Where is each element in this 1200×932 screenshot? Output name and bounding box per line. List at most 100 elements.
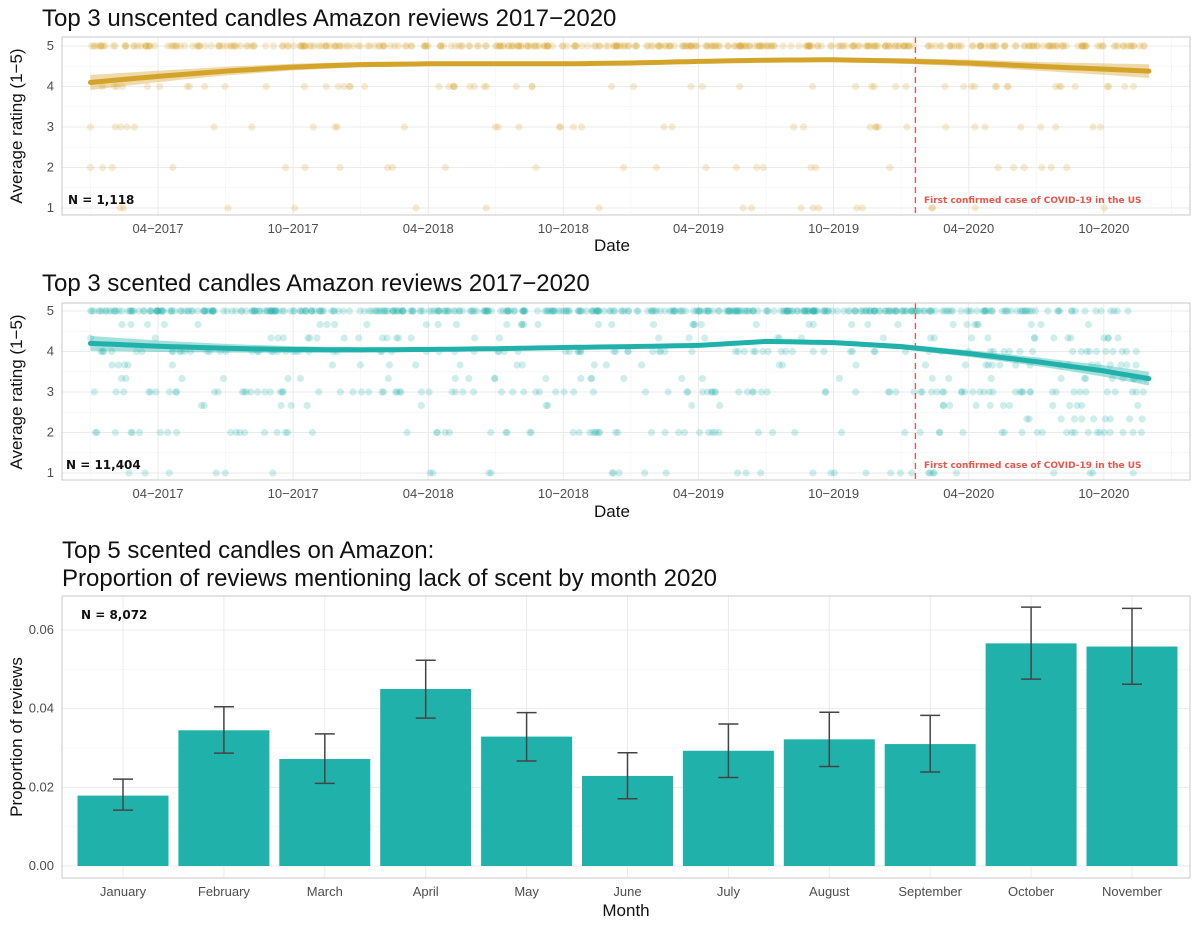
rating-point <box>788 347 797 356</box>
rating-point <box>788 307 796 315</box>
rating-point <box>733 307 741 315</box>
rating-point <box>661 347 669 356</box>
rating-point <box>620 374 628 383</box>
rating-point <box>801 307 809 315</box>
rating-point <box>1025 42 1033 50</box>
rating-point <box>607 307 615 315</box>
x-tick-label: 04−2019 <box>673 221 724 236</box>
rating-point <box>800 307 808 315</box>
rating-point <box>455 307 463 315</box>
rating-point <box>1033 428 1041 437</box>
rating-point <box>925 307 933 315</box>
rating-point <box>641 469 649 477</box>
rating-point <box>1055 82 1064 91</box>
rating-point <box>1082 42 1090 50</box>
rating-point <box>296 42 304 50</box>
rating-point <box>156 307 164 315</box>
rating-point <box>187 307 196 315</box>
rating-point <box>556 123 565 131</box>
rating-point <box>134 42 142 50</box>
rating-point <box>862 307 870 315</box>
rating-point <box>644 42 652 50</box>
rating-point <box>223 42 231 50</box>
rating-point <box>403 42 411 50</box>
rating-point <box>971 320 979 329</box>
rating-point <box>1085 347 1094 356</box>
rating-point <box>1003 82 1012 91</box>
rating-point <box>1021 307 1030 315</box>
rating-point <box>678 42 686 50</box>
rating-point <box>1076 388 1084 396</box>
rating-point <box>1020 42 1028 50</box>
rating-point <box>201 42 209 50</box>
rating-point <box>1090 415 1098 423</box>
rating-point <box>425 307 433 315</box>
rating-point <box>164 428 172 437</box>
rating-point <box>1012 361 1020 369</box>
rating-point <box>885 42 893 50</box>
rating-point <box>779 42 787 50</box>
rating-point <box>1044 307 1052 315</box>
rating-point <box>894 320 902 329</box>
rating-point <box>152 388 160 396</box>
rating-point <box>445 307 453 315</box>
rating-point <box>589 428 597 437</box>
rating-point <box>517 42 525 50</box>
error-bars <box>113 606 1142 811</box>
rating-point <box>1105 82 1113 91</box>
rating-point <box>864 320 872 329</box>
rating-point <box>487 469 495 477</box>
rating-point <box>379 42 387 50</box>
rating-point <box>991 42 1000 50</box>
rating-point <box>759 347 767 356</box>
rating-point <box>973 320 981 329</box>
rating-point <box>95 307 103 315</box>
rating-point <box>828 42 836 50</box>
x-tick-label: 04−2017 <box>133 221 184 236</box>
rating-point <box>632 42 641 50</box>
rating-point <box>866 307 874 315</box>
rating-point <box>221 82 229 91</box>
rating-point <box>515 123 523 131</box>
rating-point <box>938 388 947 396</box>
rating-point <box>1012 42 1020 50</box>
rating-point <box>376 307 384 315</box>
rating-point <box>817 42 826 50</box>
rating-point <box>702 163 710 172</box>
rating-point <box>90 42 98 50</box>
rating-point <box>1114 42 1122 50</box>
scented-panel: Top 3 scented candles Amazon reviews 201… <box>7 270 1191 521</box>
rating-point <box>641 388 650 396</box>
rating-point <box>928 374 936 383</box>
rating-point <box>703 388 712 396</box>
rating-point <box>801 307 809 315</box>
rating-point <box>165 469 173 477</box>
rating-point <box>1016 388 1024 396</box>
rating-point <box>88 307 96 315</box>
rating-point <box>135 428 144 437</box>
rating-point <box>521 307 529 315</box>
rating-point <box>588 374 596 383</box>
rating-point <box>276 388 284 396</box>
rating-point <box>372 307 380 315</box>
rating-point <box>643 42 651 50</box>
rating-point <box>262 42 270 50</box>
rating-point <box>736 42 745 50</box>
rating-point <box>515 42 523 50</box>
rating-point <box>278 42 286 50</box>
rating-point <box>836 42 844 50</box>
rating-point <box>872 42 881 50</box>
rating-point <box>1047 163 1055 172</box>
rating-point <box>518 320 526 329</box>
rating-point <box>1023 415 1031 423</box>
rating-point <box>938 42 946 50</box>
rating-point <box>498 42 507 50</box>
rating-point <box>301 42 309 50</box>
rating-point <box>595 307 603 315</box>
rating-point <box>751 347 760 356</box>
rating-point <box>804 307 812 315</box>
rating-point <box>1001 42 1009 50</box>
rating-point <box>968 42 977 50</box>
rating-point <box>541 42 549 50</box>
x-tick-label: March <box>307 884 343 899</box>
